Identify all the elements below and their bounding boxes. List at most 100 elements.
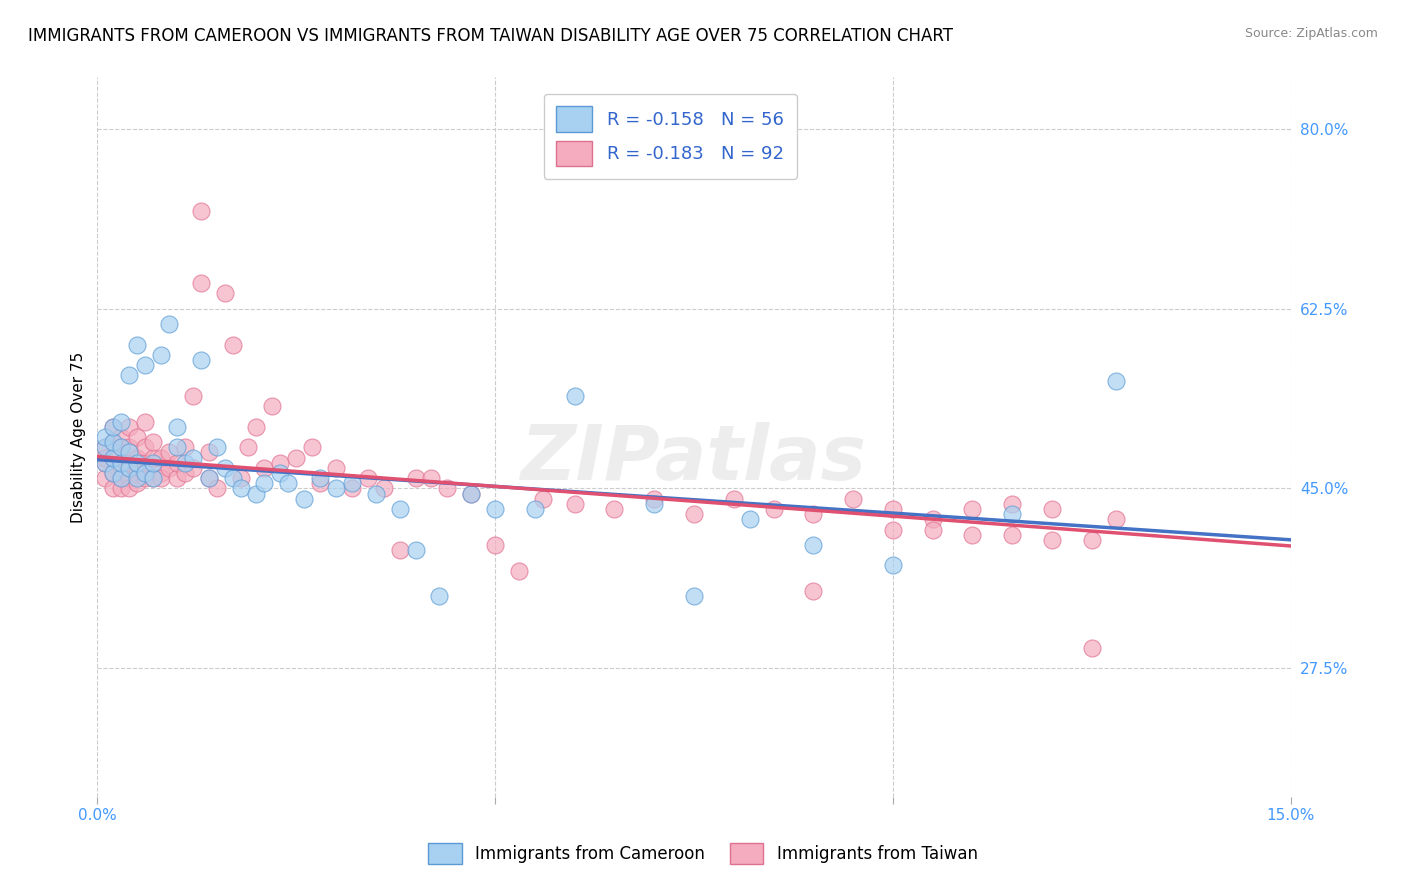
Point	[118, 471, 141, 485]
Point	[962, 527, 984, 541]
Point	[262, 399, 284, 413]
Point	[269, 466, 291, 480]
Point	[309, 471, 332, 485]
Point	[166, 471, 188, 485]
Point	[301, 440, 323, 454]
Point	[181, 389, 204, 403]
Point	[118, 419, 141, 434]
Point	[142, 456, 165, 470]
Point	[166, 456, 188, 470]
Point	[643, 497, 665, 511]
Point	[157, 461, 180, 475]
Point	[134, 471, 156, 485]
Point	[127, 466, 149, 480]
Point	[94, 440, 117, 454]
Point	[190, 204, 212, 219]
Point	[436, 482, 458, 496]
Point	[1001, 497, 1024, 511]
Point	[1001, 527, 1024, 541]
Point	[245, 419, 267, 434]
Point	[110, 471, 132, 485]
Legend: R = -0.158   N = 56, R = -0.183   N = 92: R = -0.158 N = 56, R = -0.183 N = 92	[544, 94, 797, 179]
Point	[150, 348, 173, 362]
Point	[110, 456, 132, 470]
Point	[142, 450, 165, 465]
Point	[197, 471, 219, 485]
Point	[603, 502, 626, 516]
Point	[460, 486, 482, 500]
Point	[460, 486, 482, 500]
Point	[245, 486, 267, 500]
Point	[127, 471, 149, 485]
Point	[181, 450, 204, 465]
Point	[508, 564, 530, 578]
Point	[340, 482, 363, 496]
Point	[173, 440, 195, 454]
Point	[357, 471, 380, 485]
Point	[157, 445, 180, 459]
Point	[94, 456, 117, 470]
Point	[197, 445, 219, 459]
Point	[1104, 512, 1126, 526]
Point	[277, 476, 299, 491]
Point	[127, 430, 149, 444]
Point	[94, 456, 117, 470]
Point	[103, 482, 125, 496]
Point	[882, 502, 904, 516]
Point	[921, 523, 943, 537]
Point	[134, 415, 156, 429]
Point	[683, 507, 706, 521]
Point	[110, 415, 132, 429]
Point	[142, 435, 165, 450]
Point	[564, 389, 586, 403]
Point	[643, 491, 665, 506]
Point	[388, 502, 411, 516]
Point	[253, 476, 276, 491]
Point	[166, 419, 188, 434]
Point	[103, 435, 125, 450]
Point	[173, 466, 195, 480]
Point	[118, 461, 141, 475]
Point	[118, 440, 141, 454]
Point	[118, 456, 141, 470]
Point	[103, 435, 125, 450]
Point	[523, 502, 546, 516]
Point	[564, 497, 586, 511]
Point	[103, 450, 125, 465]
Point	[388, 543, 411, 558]
Point	[229, 482, 252, 496]
Point	[110, 440, 132, 454]
Point	[882, 523, 904, 537]
Point	[373, 482, 395, 496]
Point	[110, 456, 132, 470]
Point	[110, 482, 132, 496]
Point	[110, 461, 132, 475]
Point	[127, 476, 149, 491]
Point	[882, 558, 904, 573]
Point	[94, 450, 117, 465]
Point	[103, 419, 125, 434]
Point	[238, 440, 260, 454]
Point	[127, 337, 149, 351]
Point	[103, 419, 125, 434]
Point	[405, 471, 427, 485]
Point	[134, 358, 156, 372]
Point	[1080, 640, 1102, 655]
Point	[103, 450, 125, 465]
Point	[1104, 374, 1126, 388]
Point	[150, 466, 173, 480]
Point	[103, 466, 125, 480]
Point	[420, 471, 443, 485]
Point	[205, 440, 228, 454]
Point	[723, 491, 745, 506]
Point	[1040, 502, 1063, 516]
Point	[94, 471, 117, 485]
Point	[405, 543, 427, 558]
Point	[103, 466, 125, 480]
Point	[1040, 533, 1063, 547]
Point	[484, 538, 506, 552]
Legend: Immigrants from Cameroon, Immigrants from Taiwan: Immigrants from Cameroon, Immigrants fro…	[422, 837, 984, 871]
Point	[214, 461, 236, 475]
Point	[150, 450, 173, 465]
Point	[181, 461, 204, 475]
